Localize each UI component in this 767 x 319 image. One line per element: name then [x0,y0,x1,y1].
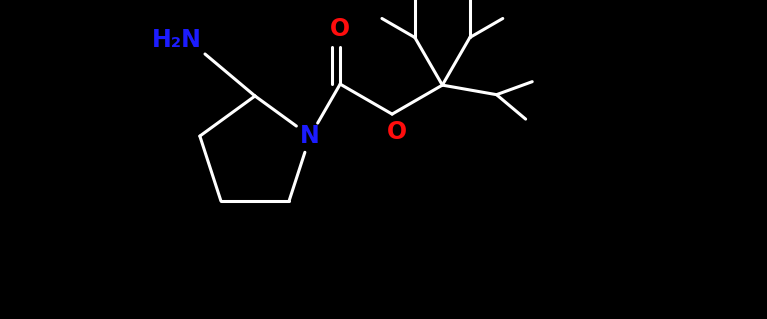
Text: H₂N: H₂N [152,28,202,52]
Text: O: O [330,17,351,41]
Text: O: O [387,120,407,144]
Text: N: N [301,124,320,148]
